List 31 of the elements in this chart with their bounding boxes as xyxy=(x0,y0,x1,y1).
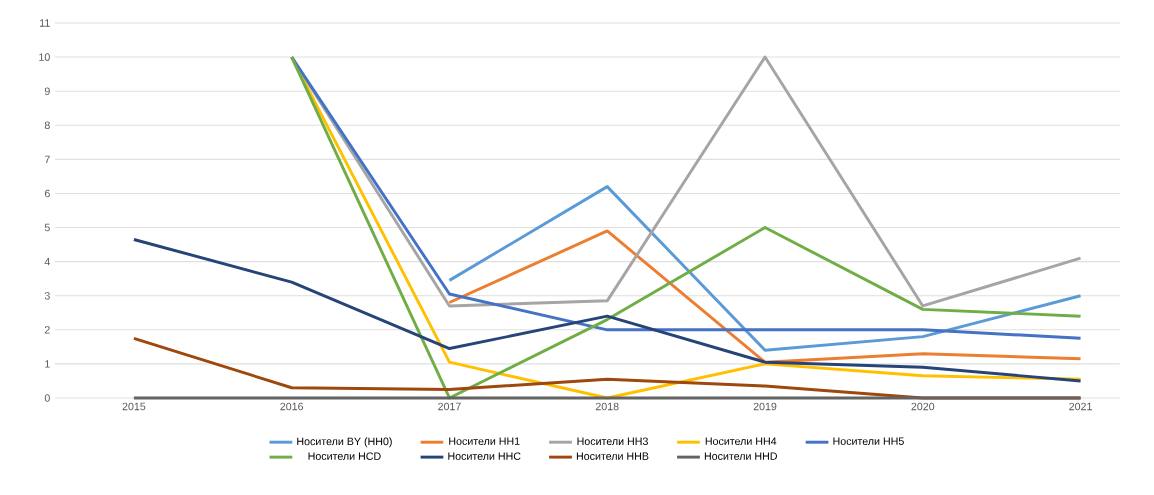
legend-label: Носители HH5 xyxy=(833,437,904,445)
y-tick-label: 11 xyxy=(40,19,50,27)
y-tick-label: 8 xyxy=(44,121,50,130)
x-tick-label: 2017 xyxy=(438,402,461,411)
legend-label: Носители HHC xyxy=(448,452,521,460)
y-tick-label: 9 xyxy=(44,87,50,95)
y-tick-label: 4 xyxy=(44,257,50,266)
legend-label: Носители HH4 xyxy=(705,437,777,445)
y-tick-label: 2 xyxy=(44,326,50,334)
x-tick-label: 2020 xyxy=(911,402,935,411)
legend-label: Носители HH3 xyxy=(577,437,648,446)
x-tick-label: 2016 xyxy=(280,402,304,411)
y-tick-label: 3 xyxy=(44,291,50,300)
y-tick-label: 10 xyxy=(39,53,50,61)
legend-label: Носители HCD xyxy=(308,452,381,460)
y-tick-label: 7 xyxy=(44,155,50,164)
x-tick-label: 2018 xyxy=(595,402,619,411)
x-tick-label: 2015 xyxy=(122,402,146,411)
y-tick-label: 5 xyxy=(44,223,50,232)
x-tick-label: 2019 xyxy=(753,402,777,411)
legend-label: Носители BY (HH0) xyxy=(297,437,392,448)
legend-label: Носители HH1 xyxy=(449,437,520,445)
y-tick-label: 6 xyxy=(44,189,50,198)
y-tick-label: 0 xyxy=(44,394,50,402)
legend-label: Носители HHD xyxy=(704,452,777,460)
line-series xyxy=(132,238,1083,383)
line-series xyxy=(447,229,1083,364)
x-tick-label: 2021 xyxy=(1069,402,1092,411)
y-tick-label: 1 xyxy=(45,360,50,368)
legend-label: Носители HHB xyxy=(576,452,649,460)
line-series xyxy=(447,185,1083,352)
